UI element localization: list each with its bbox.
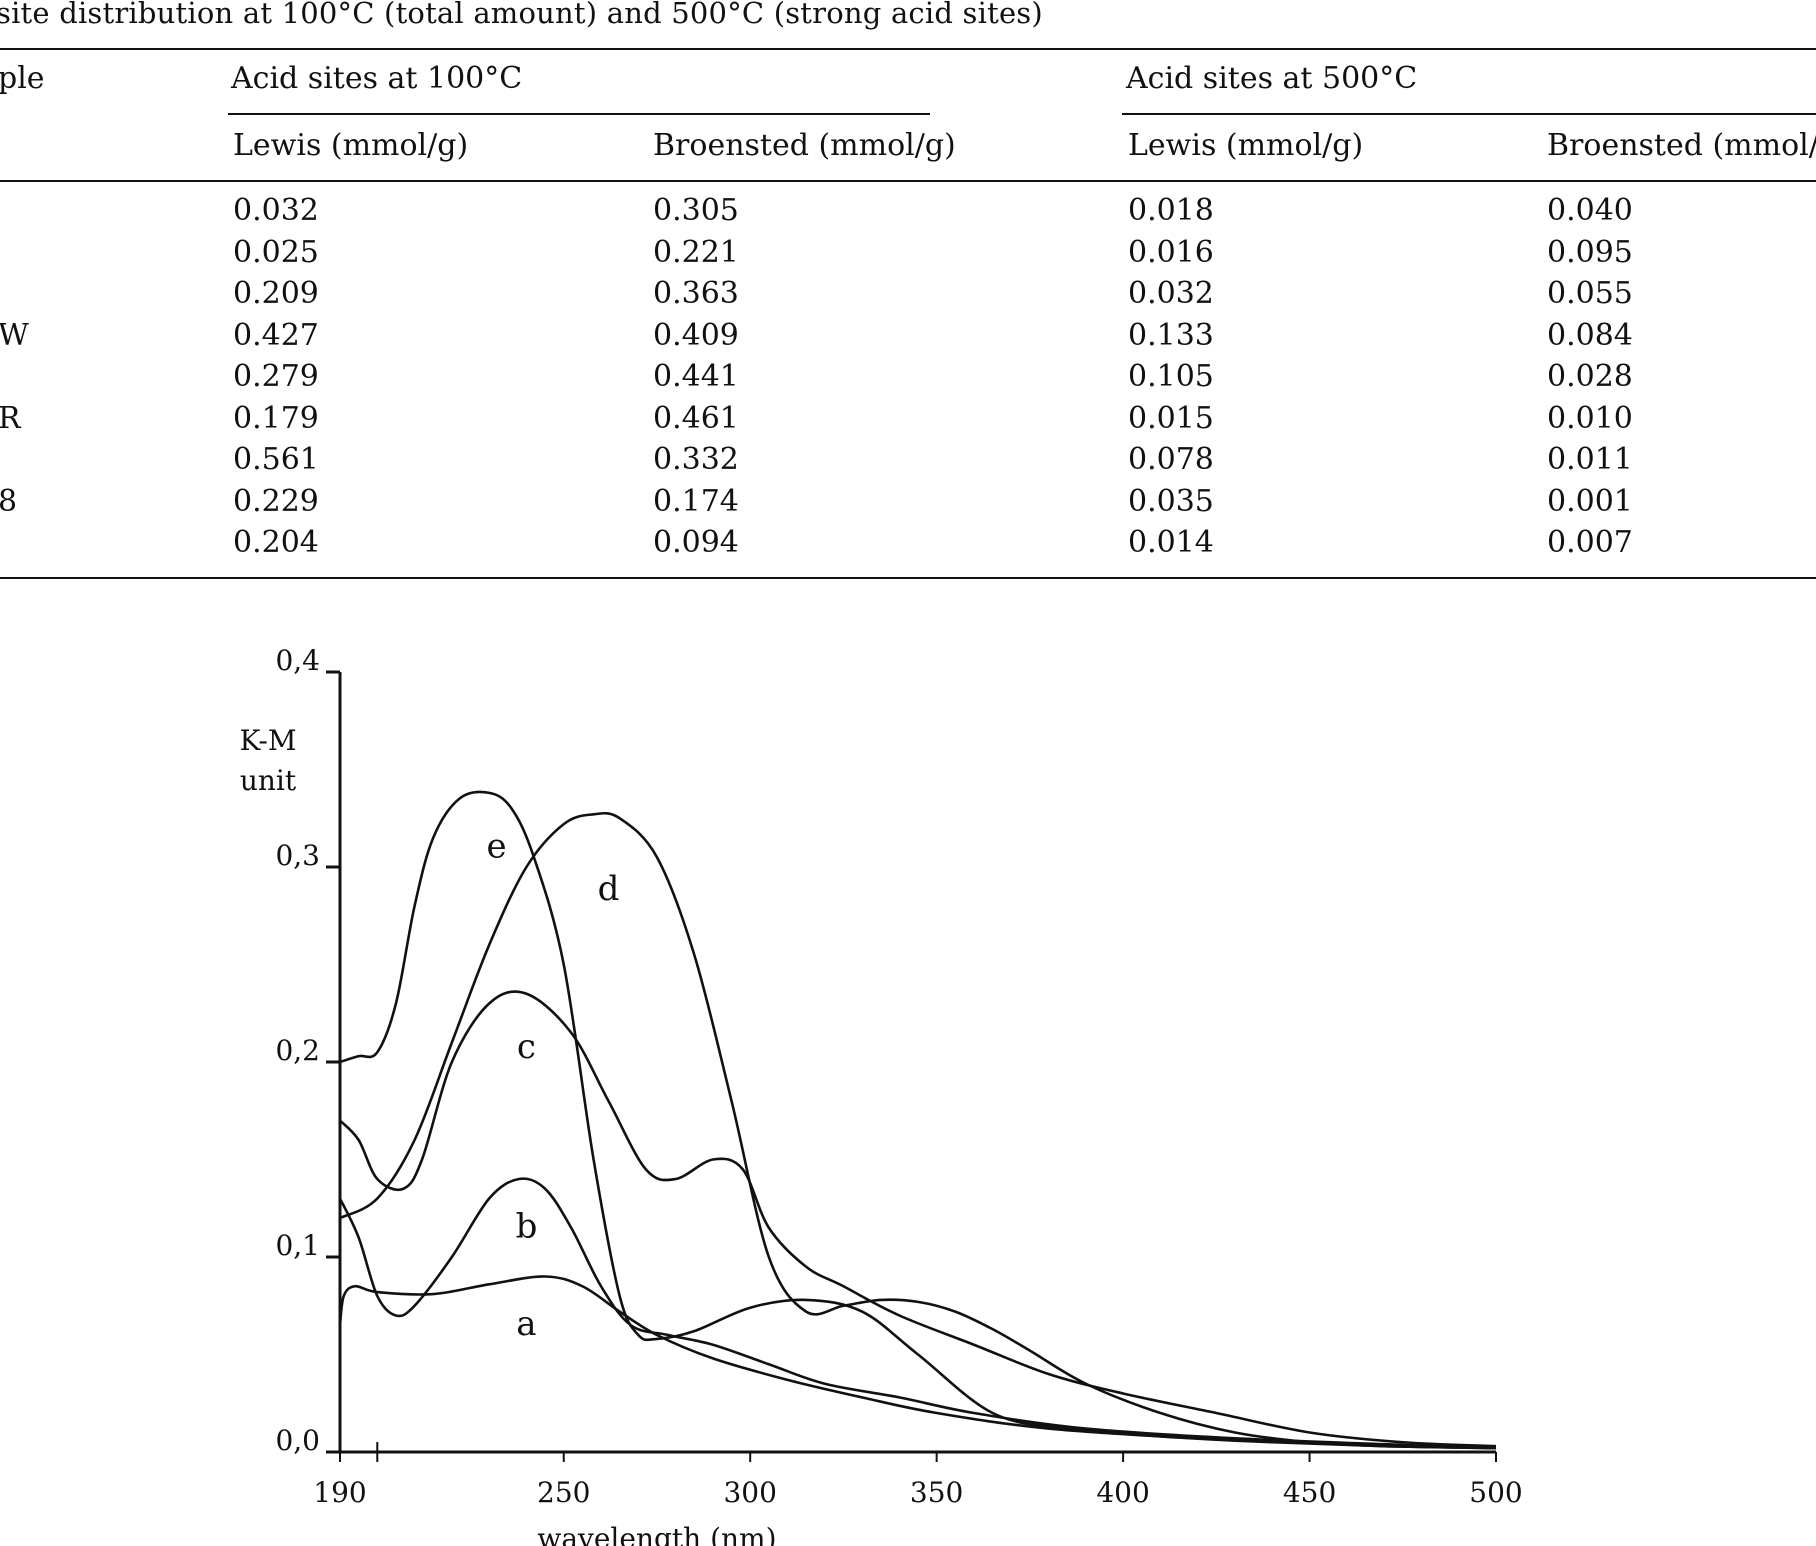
x-tick-label: 250 [537, 1476, 590, 1509]
curve-label-e: e [487, 826, 507, 866]
x-tick-label: 300 [723, 1476, 776, 1509]
table-cell: 0.209 [233, 276, 319, 311]
table-caption: site distribution at 100°C (total amount… [0, 0, 1043, 30]
series-line-d [339, 811, 1497, 1450]
table-bottom-rule [0, 577, 1816, 579]
curve-label-c: c [517, 1027, 536, 1067]
y-axis-label: unit [240, 764, 297, 797]
x-tick-label: 500 [1469, 1476, 1522, 1509]
table-cell: 0.561 [233, 442, 319, 477]
header-bottom-rule [0, 180, 1816, 182]
header-group-100: Acid sites at 100°C [231, 61, 523, 96]
table-cell: 0.010 [1547, 400, 1633, 436]
x-axis-label: wavelength (nm) [537, 1522, 776, 1546]
curve-label-b: b [516, 1207, 538, 1247]
group-100-underline [228, 113, 930, 115]
table-row-label: R [0, 400, 21, 436]
header-sample: ple [0, 61, 45, 96]
table-row-label: W [0, 317, 29, 353]
table-cell: 0.094 [653, 525, 739, 560]
series-line-e [339, 790, 1497, 1450]
subheader-broensted-500: Broensted (mmol/g) [1547, 128, 1816, 163]
table-cell: 0.427 [233, 317, 319, 353]
table-cell: 0.032 [233, 193, 319, 228]
table-cell: 0.105 [1128, 359, 1214, 394]
table-cell: 0.084 [1547, 317, 1633, 353]
table-cell: 0.204 [233, 525, 319, 560]
table-cell: 0.014 [1128, 525, 1214, 560]
table-cell: 0.305 [653, 193, 739, 228]
y-tick-label: 0,0 [275, 1424, 320, 1457]
curve-label-d: d [598, 869, 620, 909]
subheader-broensted-100: Broensted (mmol/g) [653, 128, 956, 163]
table-cell: 0.040 [1547, 193, 1633, 228]
table-cell: 0.015 [1128, 400, 1214, 436]
table-cell: 0.016 [1128, 234, 1214, 270]
table-cell: 0.279 [233, 359, 319, 394]
x-tick-label: 450 [1283, 1476, 1336, 1509]
x-tick-label: 350 [910, 1476, 963, 1509]
table-cell: 0.409 [653, 317, 739, 353]
subheader-lewis-500: Lewis (mmol/g) [1128, 128, 1364, 163]
table-cell: 0.229 [233, 483, 319, 519]
y-tick-label: 0,4 [275, 644, 320, 677]
y-tick-label: 0,1 [275, 1229, 320, 1262]
table-row-label: 8 [0, 483, 18, 519]
table-cell: 0.028 [1547, 359, 1633, 394]
x-tick-label: 190 [313, 1476, 366, 1509]
table-cell: 0.035 [1128, 483, 1214, 519]
table-cell: 0.179 [233, 400, 319, 436]
curve-label-a: a [516, 1304, 536, 1344]
table-cell: 0.011 [1547, 442, 1633, 477]
series-line-c [339, 990, 1497, 1448]
y-tick-label: 0,3 [275, 839, 320, 872]
table-cell: 0.461 [653, 400, 739, 436]
table-cell: 0.441 [653, 359, 739, 394]
table-cell: 0.332 [653, 442, 739, 477]
table-cell: 0.025 [233, 234, 319, 270]
table-cell: 0.078 [1128, 442, 1214, 477]
group-500-underline [1122, 113, 1816, 115]
header-group-500: Acid sites at 500°C [1126, 61, 1418, 96]
table-top-rule [0, 48, 1816, 50]
table-cell: 0.221 [653, 234, 739, 270]
table-cell: 0.363 [653, 276, 739, 311]
table-cell: 0.174 [653, 483, 739, 519]
table-cell: 0.032 [1128, 276, 1214, 311]
table-cell: 0.095 [1547, 234, 1633, 270]
table-cell: 0.133 [1128, 317, 1214, 353]
series-line-b [338, 1177, 1497, 1450]
table-cell: 0.055 [1547, 276, 1633, 311]
table-cell: 0.001 [1547, 483, 1633, 519]
y-axis-label: K-M [239, 724, 296, 757]
subheader-lewis-100: Lewis (mmol/g) [233, 128, 469, 163]
x-tick-label: 400 [1096, 1476, 1149, 1509]
uv-vis-spectra-chart: 0,0 0,1 0,2 0,3 0,4 190 250 300 350 400 450 500 K-M u… [239, 644, 1522, 1546]
y-tick-label: 0,2 [275, 1034, 320, 1067]
table-cell: 0.007 [1547, 525, 1633, 560]
table-cell: 0.018 [1128, 193, 1214, 228]
